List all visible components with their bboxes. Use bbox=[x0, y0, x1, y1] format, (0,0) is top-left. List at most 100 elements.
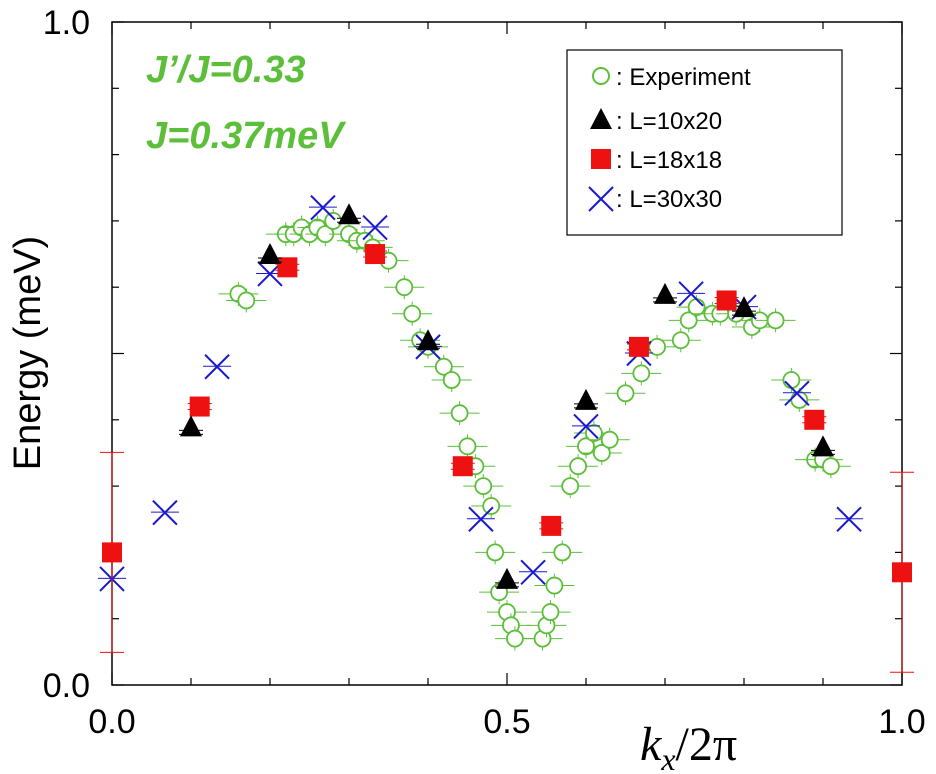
l30x30-marker-b bbox=[152, 499, 178, 526]
experiment-marker bbox=[450, 404, 469, 423]
l10x20-point bbox=[416, 329, 440, 351]
annotation-coupling: J=0.37meV bbox=[146, 115, 346, 157]
l30x30-point bbox=[361, 214, 390, 241]
l30x30-marker-b bbox=[836, 506, 862, 532]
l30x30-point bbox=[572, 413, 600, 440]
l18x18-point bbox=[275, 257, 300, 278]
l10x20-point bbox=[653, 282, 677, 304]
l18x18-point bbox=[187, 396, 212, 417]
l18x18-point bbox=[802, 409, 827, 430]
l30x30-point bbox=[308, 194, 337, 221]
l10x20-marker bbox=[338, 203, 360, 225]
l30x30-marker-b bbox=[310, 194, 336, 221]
l10x20-point bbox=[732, 296, 756, 318]
experiment-point bbox=[431, 368, 472, 393]
l30x30-point bbox=[150, 499, 179, 526]
experiment-point bbox=[558, 454, 599, 479]
experiment-marker bbox=[782, 371, 801, 389]
experiment-point bbox=[530, 600, 571, 625]
legend-item-l18x18: : L=18x18 bbox=[591, 147, 722, 174]
experiment-point bbox=[439, 401, 480, 426]
l18x18-marker bbox=[102, 542, 122, 563]
l10x20-point bbox=[258, 243, 282, 265]
experiment-marker bbox=[766, 311, 785, 330]
legend: : Experiment : L=10x20 : L=18x18 : L=30x… bbox=[566, 49, 843, 236]
experiment-marker bbox=[324, 211, 343, 230]
legend-item-l10x20: : L=10x20 bbox=[590, 108, 722, 135]
l18x18-marker bbox=[189, 396, 210, 417]
experiment-point bbox=[621, 361, 662, 386]
l10x20-marker bbox=[180, 415, 202, 437]
l18x18-point bbox=[890, 471, 914, 673]
l18x18-marker bbox=[628, 336, 649, 357]
l30x30-marker-b bbox=[784, 380, 810, 406]
experiment-point bbox=[637, 334, 678, 359]
experiment-marker bbox=[577, 437, 595, 456]
x-tick-label: 1.0 bbox=[878, 703, 925, 741]
experiment-point bbox=[605, 381, 646, 406]
experiment-marker bbox=[671, 331, 690, 350]
l10x20-point bbox=[179, 415, 203, 437]
experiment-point bbox=[423, 354, 464, 379]
l30x30-marker-b bbox=[468, 506, 494, 532]
l30x30-point bbox=[782, 380, 811, 406]
experiment-marker bbox=[395, 278, 414, 297]
l18x18-point bbox=[626, 336, 651, 357]
experiment-point bbox=[226, 288, 267, 313]
experiment-point bbox=[542, 540, 583, 565]
l18x18-point bbox=[714, 290, 739, 311]
experiment-marker bbox=[679, 311, 698, 330]
l10x20-marker bbox=[733, 296, 755, 318]
experiment-marker bbox=[553, 543, 572, 562]
experiment-marker bbox=[600, 430, 619, 449]
experiment-point bbox=[534, 573, 575, 598]
l18x18-marker bbox=[277, 257, 298, 278]
y-tick-label: 0.0 bbox=[43, 667, 90, 705]
experiment-marker bbox=[482, 497, 501, 515]
experiment-marker bbox=[687, 298, 706, 316]
experiment-marker bbox=[474, 477, 493, 496]
experiment-point bbox=[447, 434, 488, 459]
l30x30-point bbox=[519, 559, 548, 585]
experiment-marker bbox=[561, 477, 580, 496]
experiment-marker bbox=[569, 457, 587, 476]
experiment-marker bbox=[442, 371, 461, 389]
l18x18-marker bbox=[452, 456, 473, 477]
y-tick-label: 1.0 bbox=[43, 4, 90, 42]
l18x18-marker bbox=[892, 562, 912, 583]
legend-item-experiment: : Experiment bbox=[592, 64, 751, 91]
axis-ticks bbox=[111, 21, 903, 686]
experiment-point bbox=[463, 474, 504, 499]
experiment-point bbox=[755, 308, 796, 333]
legend-open-circle-marker bbox=[592, 67, 610, 85]
legend-label-l30x30: : L=30x30 bbox=[616, 186, 722, 213]
l18x18-point bbox=[450, 456, 475, 477]
experiment-point bbox=[392, 301, 433, 326]
experiment-marker bbox=[403, 304, 422, 323]
experiment-marker bbox=[616, 384, 635, 403]
experiment-marker bbox=[458, 437, 477, 456]
l30x30-point bbox=[835, 506, 864, 532]
x-tick-label: 0.5 bbox=[483, 703, 530, 741]
experiment-marker bbox=[545, 576, 564, 595]
l30x30-marker-b bbox=[520, 559, 546, 585]
experiment-point bbox=[581, 440, 622, 465]
l30x30-point bbox=[677, 281, 706, 307]
legend-triangle-marker bbox=[590, 108, 612, 129]
experiment-point bbox=[810, 454, 851, 479]
experiment-point bbox=[471, 493, 512, 518]
experiment-point bbox=[384, 275, 425, 300]
legend-label-l18x18: : L=18x18 bbox=[616, 147, 722, 174]
l18x18-marker bbox=[541, 515, 562, 536]
l10x20-marker bbox=[259, 243, 281, 265]
experiment-marker bbox=[506, 629, 524, 648]
experiment-point bbox=[550, 474, 591, 499]
l30x30-point bbox=[203, 354, 232, 380]
l10x20-point bbox=[495, 567, 519, 589]
legend-item-l30x30: : L=30x30 bbox=[588, 186, 722, 213]
x-tick-label: 0.0 bbox=[88, 703, 135, 741]
l18x18-marker bbox=[804, 409, 825, 430]
experiment-point bbox=[475, 540, 516, 565]
data-marks bbox=[98, 194, 914, 673]
